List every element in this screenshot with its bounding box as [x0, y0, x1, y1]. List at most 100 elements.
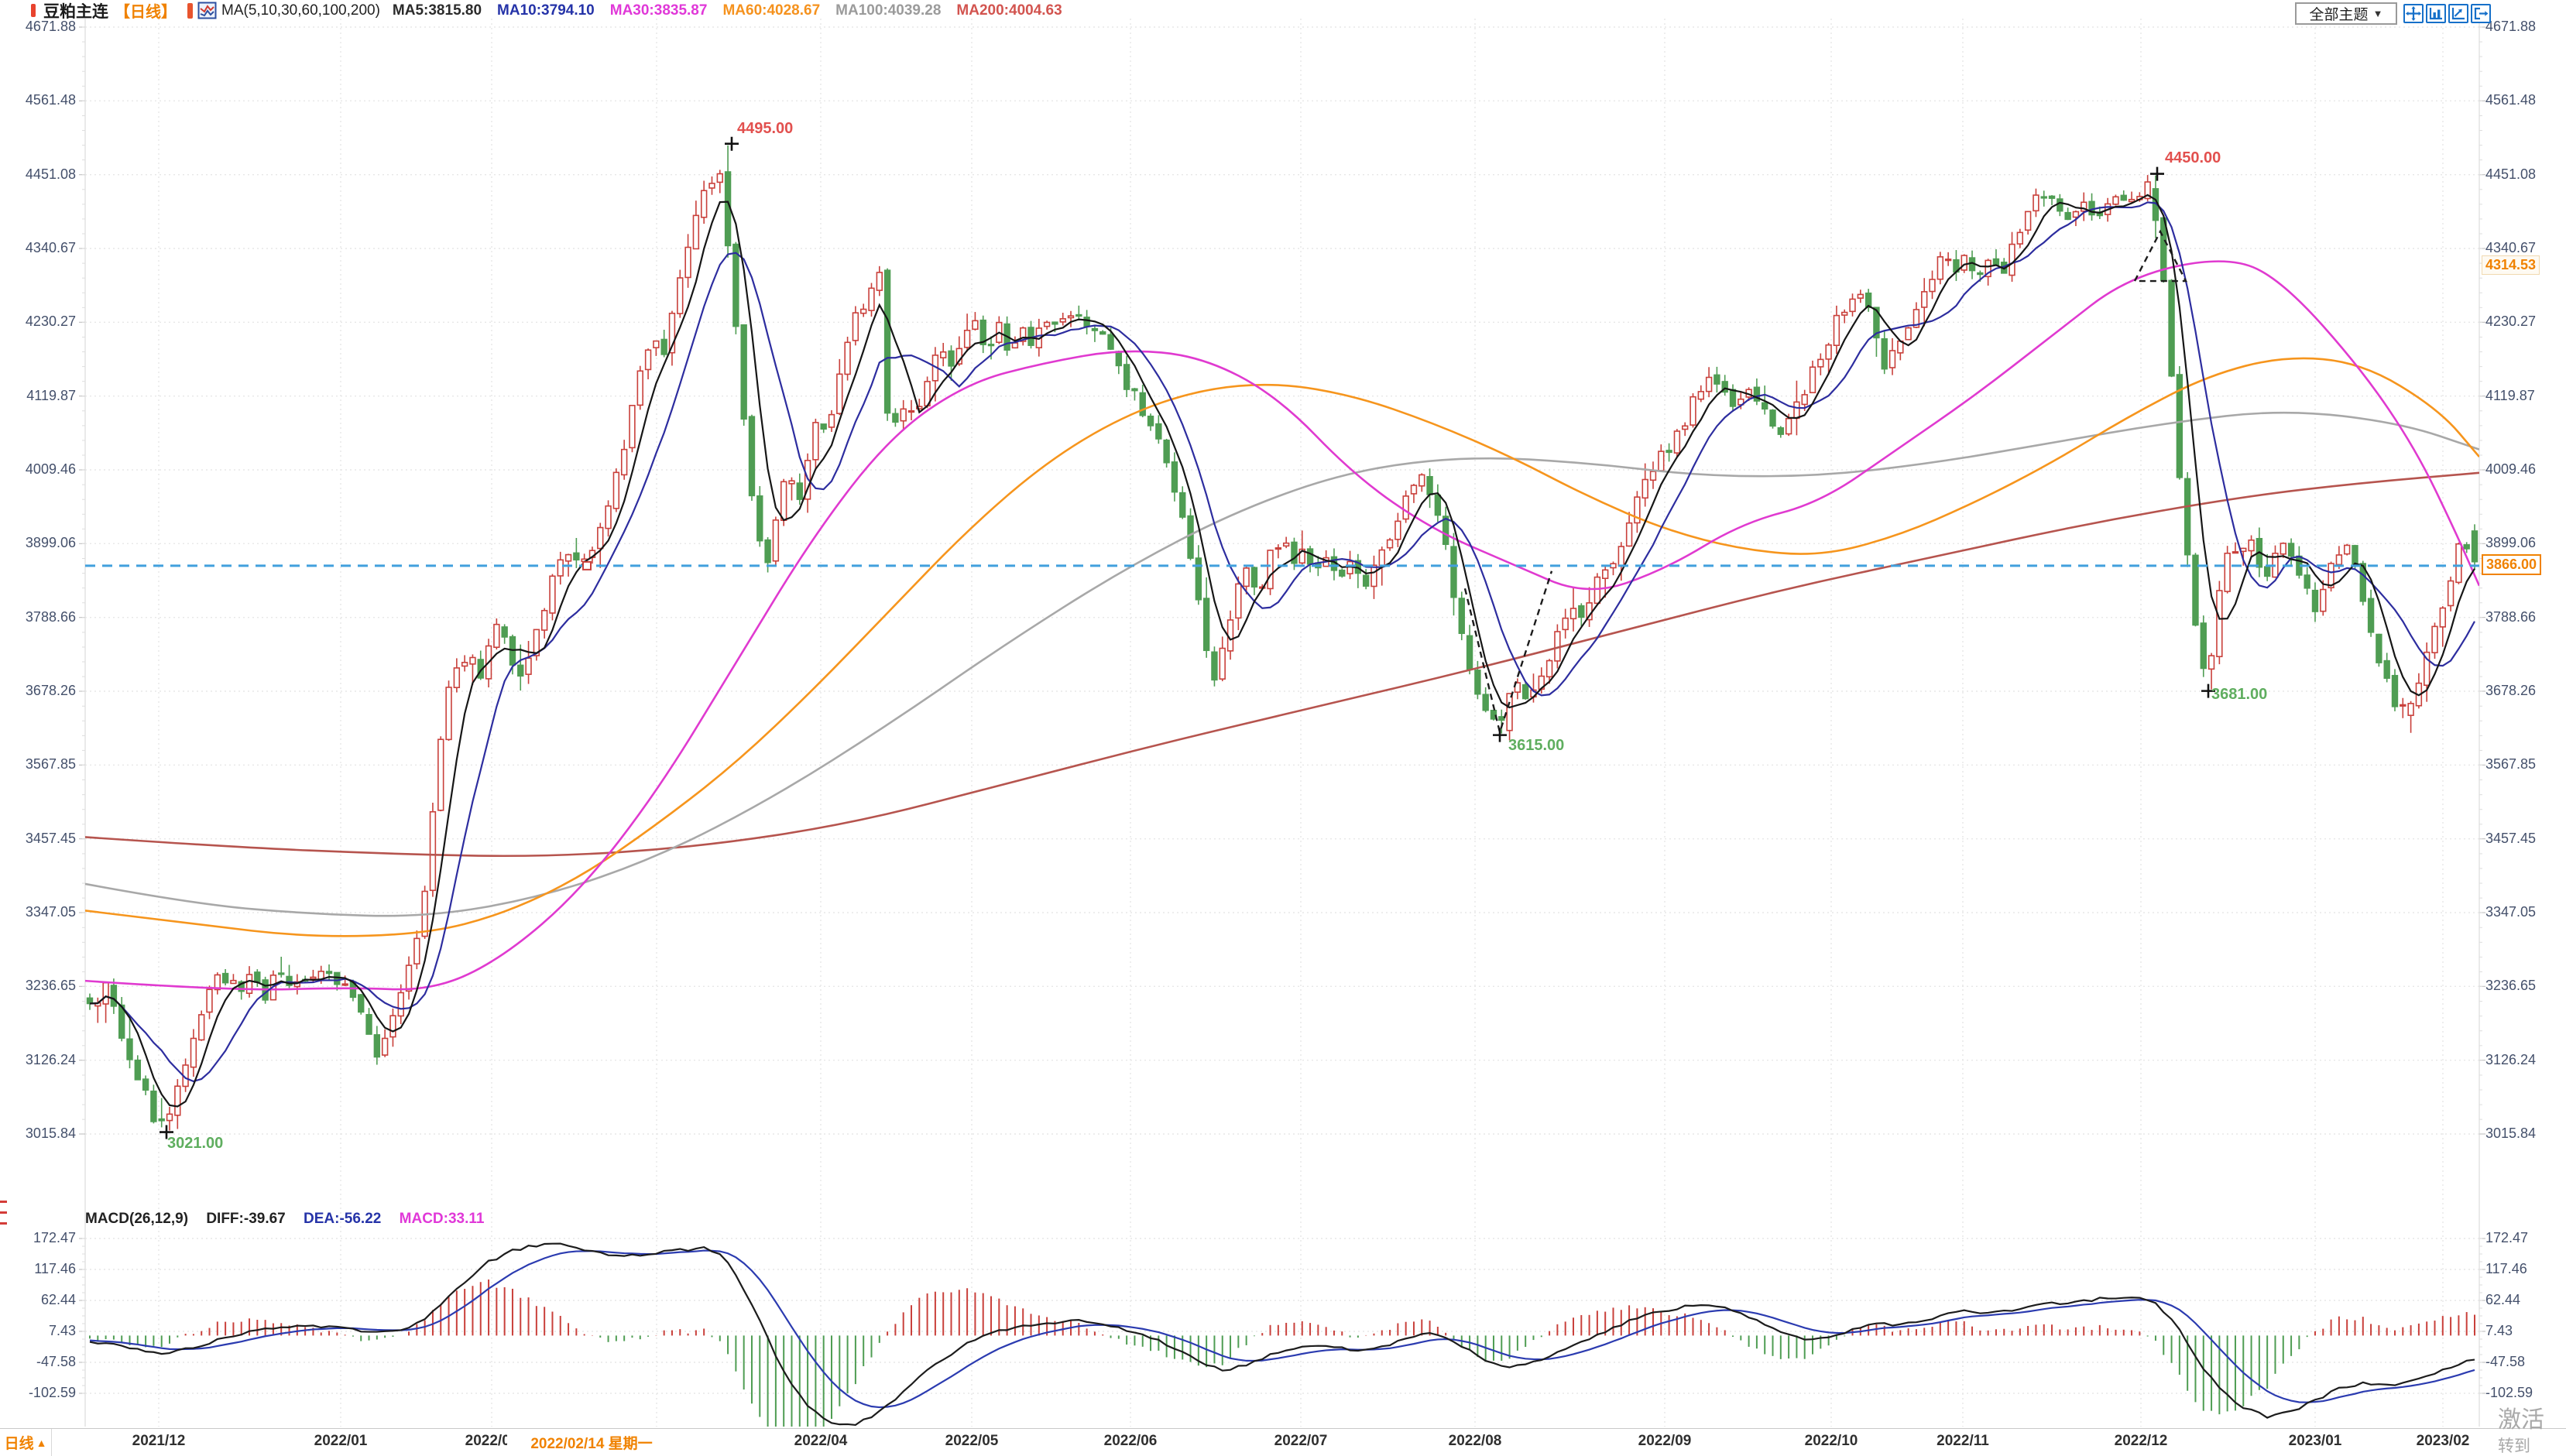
time-axis-label: 2022/08 [1448, 1433, 1502, 1449]
price-axis-label: 3236.65 [25, 978, 76, 994]
last-price-marker: 4314.53 [2482, 255, 2540, 275]
price-axis-label: 3899.06 [25, 535, 76, 551]
price-axis-label: 4561.48 [2485, 92, 2537, 108]
time-axis-label: 2023/01 [2288, 1433, 2342, 1449]
annotation-low: 3615.00 [1508, 737, 1565, 754]
kline-icon [187, 2, 193, 19]
time-axis-label: 2022/11 [1937, 1433, 1989, 1449]
edge-mark [0, 1211, 7, 1214]
export-icon[interactable] [2471, 4, 2491, 23]
time-axis-strip [0, 1428, 2566, 1456]
price-axis-label: 4451.08 [2485, 166, 2537, 182]
chart-toolbar: 全部主题 ▼ [2295, 2, 2493, 25]
period-tag: 【日线】 [115, 4, 177, 21]
macd-axis-label: 7.43 [48, 1323, 76, 1338]
ma-value-label: MA100:4039.28 [835, 2, 942, 19]
macd-axis-label: -47.58 [2485, 1354, 2526, 1369]
trend-arrow-icon[interactable] [2448, 4, 2468, 23]
edge-mark [0, 1222, 7, 1225]
price-axis-label: 4230.27 [2485, 313, 2537, 330]
price-axis-label: 3126.24 [2485, 1051, 2537, 1067]
time-axis-label: 2022/07 [1274, 1433, 1328, 1449]
ma-value-label: MA60:4028.67 [722, 2, 821, 19]
ma-settings-label: MA(5,10,30,60,100,200) [221, 2, 380, 19]
price-axis-label: 4119.87 [26, 387, 76, 403]
price-axis-label: 3678.26 [25, 683, 76, 698]
time-axis-label: 2022/04 [794, 1433, 848, 1449]
theme-dropdown-label: 全部主题 [2309, 7, 2369, 23]
macd-hist-value: MACD:33.11 [399, 1211, 485, 1227]
ma-values: MA5:3815.80 MA10:3794.10 MA30:3835.87 MA60:… [393, 2, 1078, 19]
macd-axis-label: -102.59 [2485, 1385, 2533, 1400]
macd-axis-label: 117.46 [34, 1261, 76, 1276]
time-axis-label: 2023/02 [2416, 1433, 2470, 1449]
chevron-down-icon: ▼ [2372, 8, 2383, 19]
macd-axis-label: 172.47 [33, 1230, 76, 1245]
price-axis-label: 3347.05 [25, 904, 76, 920]
price-axis-label: 3567.85 [2485, 756, 2537, 773]
edge-mark [0, 1201, 7, 1203]
price-axis-label: 3567.85 [25, 756, 76, 773]
price-axis-label: 3457.45 [25, 830, 76, 846]
ma-value-label: MA5:3815.80 [392, 2, 482, 19]
pan-icon[interactable] [2403, 4, 2424, 23]
macd-dea-value: DEA:-56.22 [304, 1211, 382, 1227]
red-marker-icon [31, 4, 36, 17]
price-axis-label: 3236.65 [2485, 978, 2537, 994]
ma-value-label: MA200:4004.63 [956, 2, 1062, 19]
period-selector-label: 日线 [4, 1436, 34, 1452]
time-axis-label: 2022/09 [1638, 1433, 1692, 1449]
macd-axis-label: 7.43 [2485, 1323, 2513, 1338]
price-axis-label: 3788.66 [25, 608, 76, 625]
triangle-up-icon: ▲ [36, 1436, 47, 1449]
macd-axis-label: 62.44 [40, 1292, 76, 1307]
annotation-high: 4450.00 [2165, 149, 2221, 166]
macd-header: MACD(26,12,9) DIFF:-39.67 DEA:-56.22 MAC… [85, 1211, 498, 1228]
ma-value-label: MA30:3835.87 [609, 2, 708, 19]
macd-setting-label: MACD(26,12,9) [85, 1211, 189, 1227]
ma-value-label: MA10:3794.10 [497, 2, 595, 19]
price-axis-label: 4009.46 [25, 461, 76, 477]
period-selector[interactable]: 日线 ▲ [0, 1429, 52, 1456]
activate-watermark: 激活 转到 [2498, 1407, 2544, 1455]
time-axis-label: 2022/02 [465, 1433, 519, 1449]
price-axis-label: 4671.88 [2485, 19, 2537, 34]
price-axis-label: 3126.24 [25, 1051, 76, 1067]
price-axis-label: 4671.88 [25, 19, 76, 34]
price-axis-label: 4561.48 [25, 92, 76, 108]
drawn-line-price-marker: 3866.00 [2482, 553, 2542, 575]
annotation-low: 3681.00 [2211, 686, 2268, 703]
bar-scale-icon[interactable] [2426, 4, 2446, 23]
annotation-high: 4495.00 [737, 120, 794, 137]
price-axis-label: 3678.26 [2485, 683, 2537, 698]
price-axis-label: 4451.08 [25, 166, 76, 182]
price-axis-label: 3899.06 [2485, 535, 2537, 551]
price-axis-label: 3015.84 [2485, 1125, 2537, 1141]
annotation-low: 3021.00 [167, 1135, 224, 1152]
time-axis-label: 2022/10 [1804, 1433, 1858, 1449]
macd-axis-label: -102.59 [28, 1385, 76, 1400]
price-axis-label: 4340.67 [25, 240, 76, 255]
macd-axis-label: -47.58 [36, 1354, 76, 1369]
price-axis-label: 3457.45 [2485, 830, 2537, 846]
price-axis-label: 3015.84 [25, 1125, 76, 1141]
chart-header: 豆粕主连 【日线】 MA(5,10,30,60,100,200) MA5:381… [31, 0, 1078, 21]
macd-axis-label: 117.46 [2485, 1261, 2527, 1276]
watermark-line: 激活 [2498, 1407, 2544, 1433]
indicator-chart-icon [197, 2, 217, 19]
crosshair-date-label: 2022/02/14 星期一 [507, 1432, 676, 1453]
instrument-title: 豆粕主连 [43, 2, 108, 21]
time-axis-label: 2021/12 [132, 1433, 186, 1449]
theme-dropdown[interactable]: 全部主题 ▼ [2295, 2, 2397, 25]
watermark-line: 转到 [2498, 1437, 2530, 1455]
macd-axis-label: 62.44 [2485, 1292, 2521, 1307]
time-axis-label: 2022/12 [2114, 1433, 2168, 1449]
price-axis-label: 4230.27 [25, 313, 76, 330]
price-axis-label: 3788.66 [2485, 608, 2537, 625]
time-axis-label: 2022/06 [1103, 1433, 1158, 1449]
time-axis-label: 2022/05 [945, 1433, 999, 1449]
macd-diff-value: DIFF:-39.67 [206, 1211, 286, 1227]
time-axis-label: 2022/01 [314, 1433, 368, 1449]
